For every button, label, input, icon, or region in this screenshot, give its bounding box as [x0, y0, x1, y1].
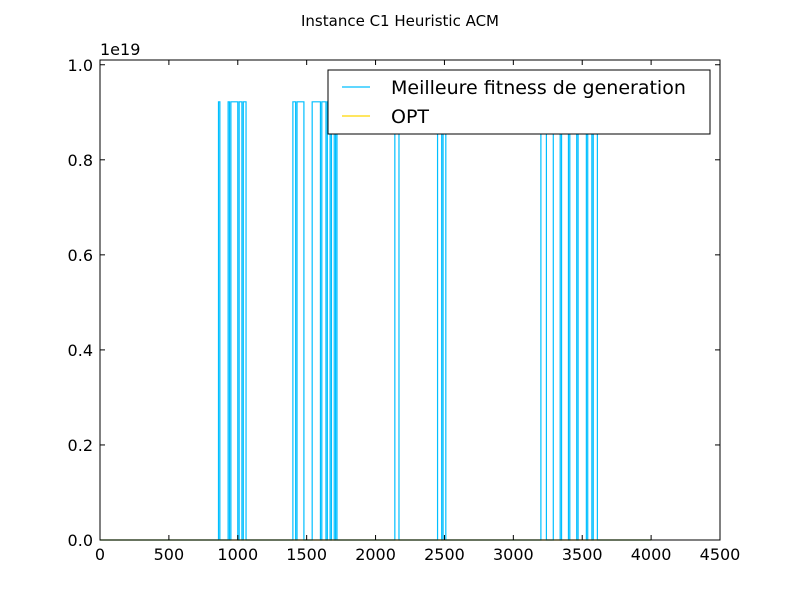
y-tick-label: 0.2	[68, 436, 93, 455]
legend-box	[327, 69, 711, 135]
chart-title: Instance C1 Heuristic ACM	[301, 12, 499, 30]
legend-label-1: OPT	[391, 106, 429, 128]
y-tick-label: 0.6	[68, 246, 93, 265]
y-tick-label: 0.0	[68, 531, 93, 550]
x-tick-label: 500	[154, 545, 185, 564]
x-tick-label: 3500	[562, 545, 603, 564]
x-tick-label: 2500	[424, 545, 465, 564]
x-tick-label: 2000	[355, 545, 396, 564]
y-tick-label: 0.4	[68, 341, 93, 360]
x-tick-label: 1500	[286, 545, 327, 564]
x-tick-label: 3000	[493, 545, 534, 564]
y-axis-offset-label: 1e19	[100, 40, 140, 59]
legend-label-0: Meilleure fitness de generation	[391, 77, 686, 99]
x-tick-label: 4000	[631, 545, 672, 564]
x-tick-label: 4500	[700, 545, 741, 564]
legend: Meilleure fitness de generation OPT	[327, 69, 711, 135]
x-tick-label: 0	[95, 545, 105, 564]
axes-frame	[99, 59, 721, 541]
y-tick-label: 0.8	[68, 151, 93, 170]
x-tick-label: 1000	[217, 545, 258, 564]
axes: 0 500 1000 1500 2000 2500 3000 3500 4000 4500 0.0 0…	[68, 56, 741, 564]
y-tick-label: 1.0	[68, 56, 93, 75]
